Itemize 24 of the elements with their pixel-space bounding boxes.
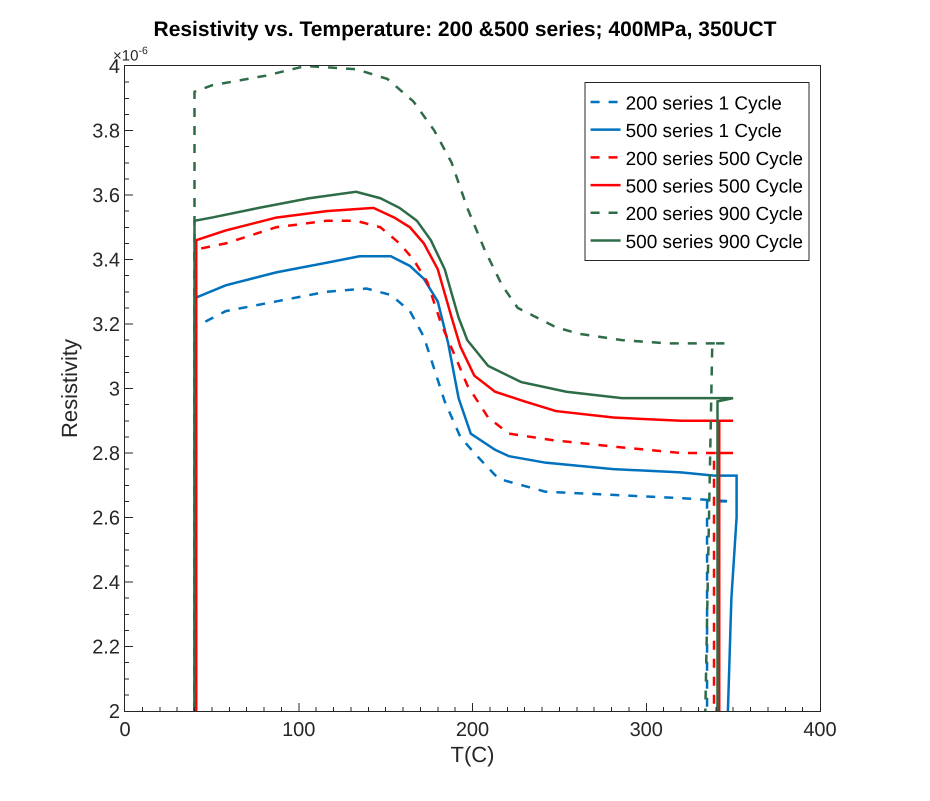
y-tick-label: 2.8 bbox=[92, 443, 120, 465]
y-tick-label: 3.2 bbox=[92, 314, 120, 336]
x-tick-label: 400 bbox=[803, 719, 837, 741]
y-tick-label: 3.8 bbox=[92, 120, 120, 142]
x-tick-label: 300 bbox=[630, 719, 663, 741]
y-tick-label: 3 bbox=[108, 378, 120, 400]
legend-label: 200 series 900 Cycle bbox=[626, 204, 804, 226]
legend-label: 200 series 1 Cycle bbox=[626, 93, 782, 114]
x-axis-title: T(C) bbox=[450, 742, 494, 767]
y-axis-title: Resistivity bbox=[56, 338, 82, 438]
legend-label: 500 series 1 Cycle bbox=[626, 121, 782, 142]
y-tick-label: 3.4 bbox=[92, 250, 120, 272]
y-tick-label: 3.6 bbox=[92, 185, 120, 207]
chart-title: Resistivity vs. Temperature: 200 &500 series; 400MPa, 350UCT bbox=[154, 18, 777, 42]
y-tick-label: 2.2 bbox=[92, 636, 120, 658]
y-tick-label: 2.4 bbox=[92, 572, 120, 594]
legend-label: 500 series 500 Cycle bbox=[626, 176, 804, 198]
x-tick-label: 0 bbox=[119, 719, 131, 741]
y-tick-label: 2.6 bbox=[92, 508, 120, 530]
x-tick-label: 100 bbox=[282, 719, 316, 741]
y-tick-label: 2 bbox=[108, 701, 120, 723]
x-tick-label: 200 bbox=[456, 719, 490, 741]
legend-label: 500 series 900 Cycle bbox=[626, 232, 804, 253]
legend-label: 200 series 500 Cycle bbox=[626, 148, 804, 170]
